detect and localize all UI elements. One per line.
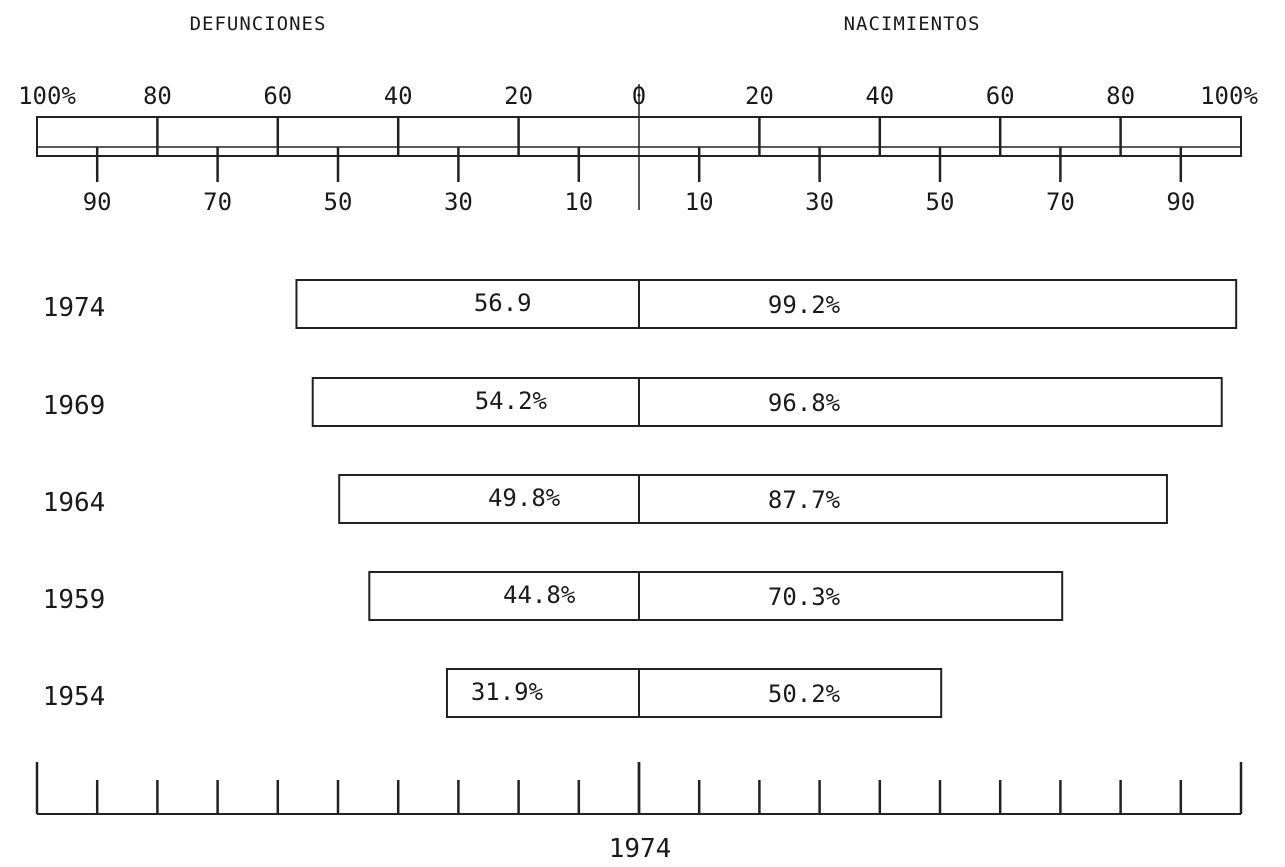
top-minor-label-left: 30 <box>444 188 473 216</box>
top-center-label: 0 <box>632 82 646 110</box>
year-label: 1974 <box>43 293 106 323</box>
bar-nacimientos <box>638 668 943 718</box>
top-major-label-right: 100% <box>1200 82 1258 110</box>
top-scale: 100% 80 60 40 20 0 20 40 60 80 100% 90 70 50 30 10 10 30 5… <box>18 82 1258 216</box>
defunciones-value-label: 56.9 <box>474 289 532 317</box>
defunciones-value-label: 49.8% <box>488 484 561 512</box>
bar-nacimientos <box>638 377 1223 427</box>
top-minor-label-left: 10 <box>564 188 593 216</box>
bar-row: 1954 31.9% 50.2% <box>43 668 943 718</box>
top-major-label-left: 20 <box>504 82 533 110</box>
right-side-label: NACIMIENTOS <box>844 13 981 35</box>
year-label: 1969 <box>43 391 106 421</box>
bar-row: 1959 44.8% 70.3% <box>43 571 1064 621</box>
bar-nacimientos <box>638 279 1238 329</box>
top-major-label-left: 60 <box>263 82 292 110</box>
top-major-label-left: 40 <box>384 82 413 110</box>
top-minor-label-left: 70 <box>203 188 232 216</box>
year-label: 1964 <box>43 488 106 518</box>
nacimientos-value-label: 70.3% <box>768 583 841 611</box>
bar-nacimientos <box>638 474 1168 524</box>
bar-nacimientos <box>638 571 1064 621</box>
bar-row: 1969 54.2% 96.8% <box>43 377 1223 427</box>
defunciones-value-label: 54.2% <box>475 387 548 415</box>
defunciones-value-label: 44.8% <box>503 581 576 609</box>
top-major-label-right: 80 <box>1106 82 1135 110</box>
top-major-label-right: 60 <box>986 82 1015 110</box>
bars-group: 1974 56.9 99.2% 1969 54.2% 96.8% 1964 49.8% 87.7… <box>43 279 1238 718</box>
bottom-scale <box>35 762 1243 815</box>
bar-defunciones <box>295 279 640 329</box>
nacimientos-value-label: 87.7% <box>768 486 841 514</box>
top-minor-label-right: 70 <box>1046 188 1075 216</box>
left-side-label: DEFUNCIONES <box>190 13 327 35</box>
nacimientos-value-label: 50.2% <box>768 680 841 708</box>
top-major-label-left: 100% <box>18 82 76 110</box>
top-minor-label-left: 90 <box>83 188 112 216</box>
year-label: 1954 <box>43 682 106 712</box>
year-label: 1959 <box>43 585 106 615</box>
top-minor-label-right: 10 <box>685 188 714 216</box>
top-major-label-left: 80 <box>143 82 172 110</box>
bar-row: 1974 56.9 99.2% <box>43 279 1238 329</box>
top-major-label-right: 40 <box>865 82 894 110</box>
top-major-label-right: 20 <box>745 82 774 110</box>
bottom-year-label: 1974 <box>609 834 672 864</box>
bar-row: 1964 49.8% 87.7% <box>43 474 1168 524</box>
top-minor-label-right: 50 <box>926 188 955 216</box>
top-minor-label-left: 50 <box>324 188 353 216</box>
nacimientos-value-label: 96.8% <box>768 389 841 417</box>
top-minor-label-right: 30 <box>805 188 834 216</box>
defunciones-value-label: 31.9% <box>471 678 544 706</box>
top-minor-label-right: 90 <box>1166 188 1195 216</box>
nacimientos-value-label: 99.2% <box>768 291 841 319</box>
